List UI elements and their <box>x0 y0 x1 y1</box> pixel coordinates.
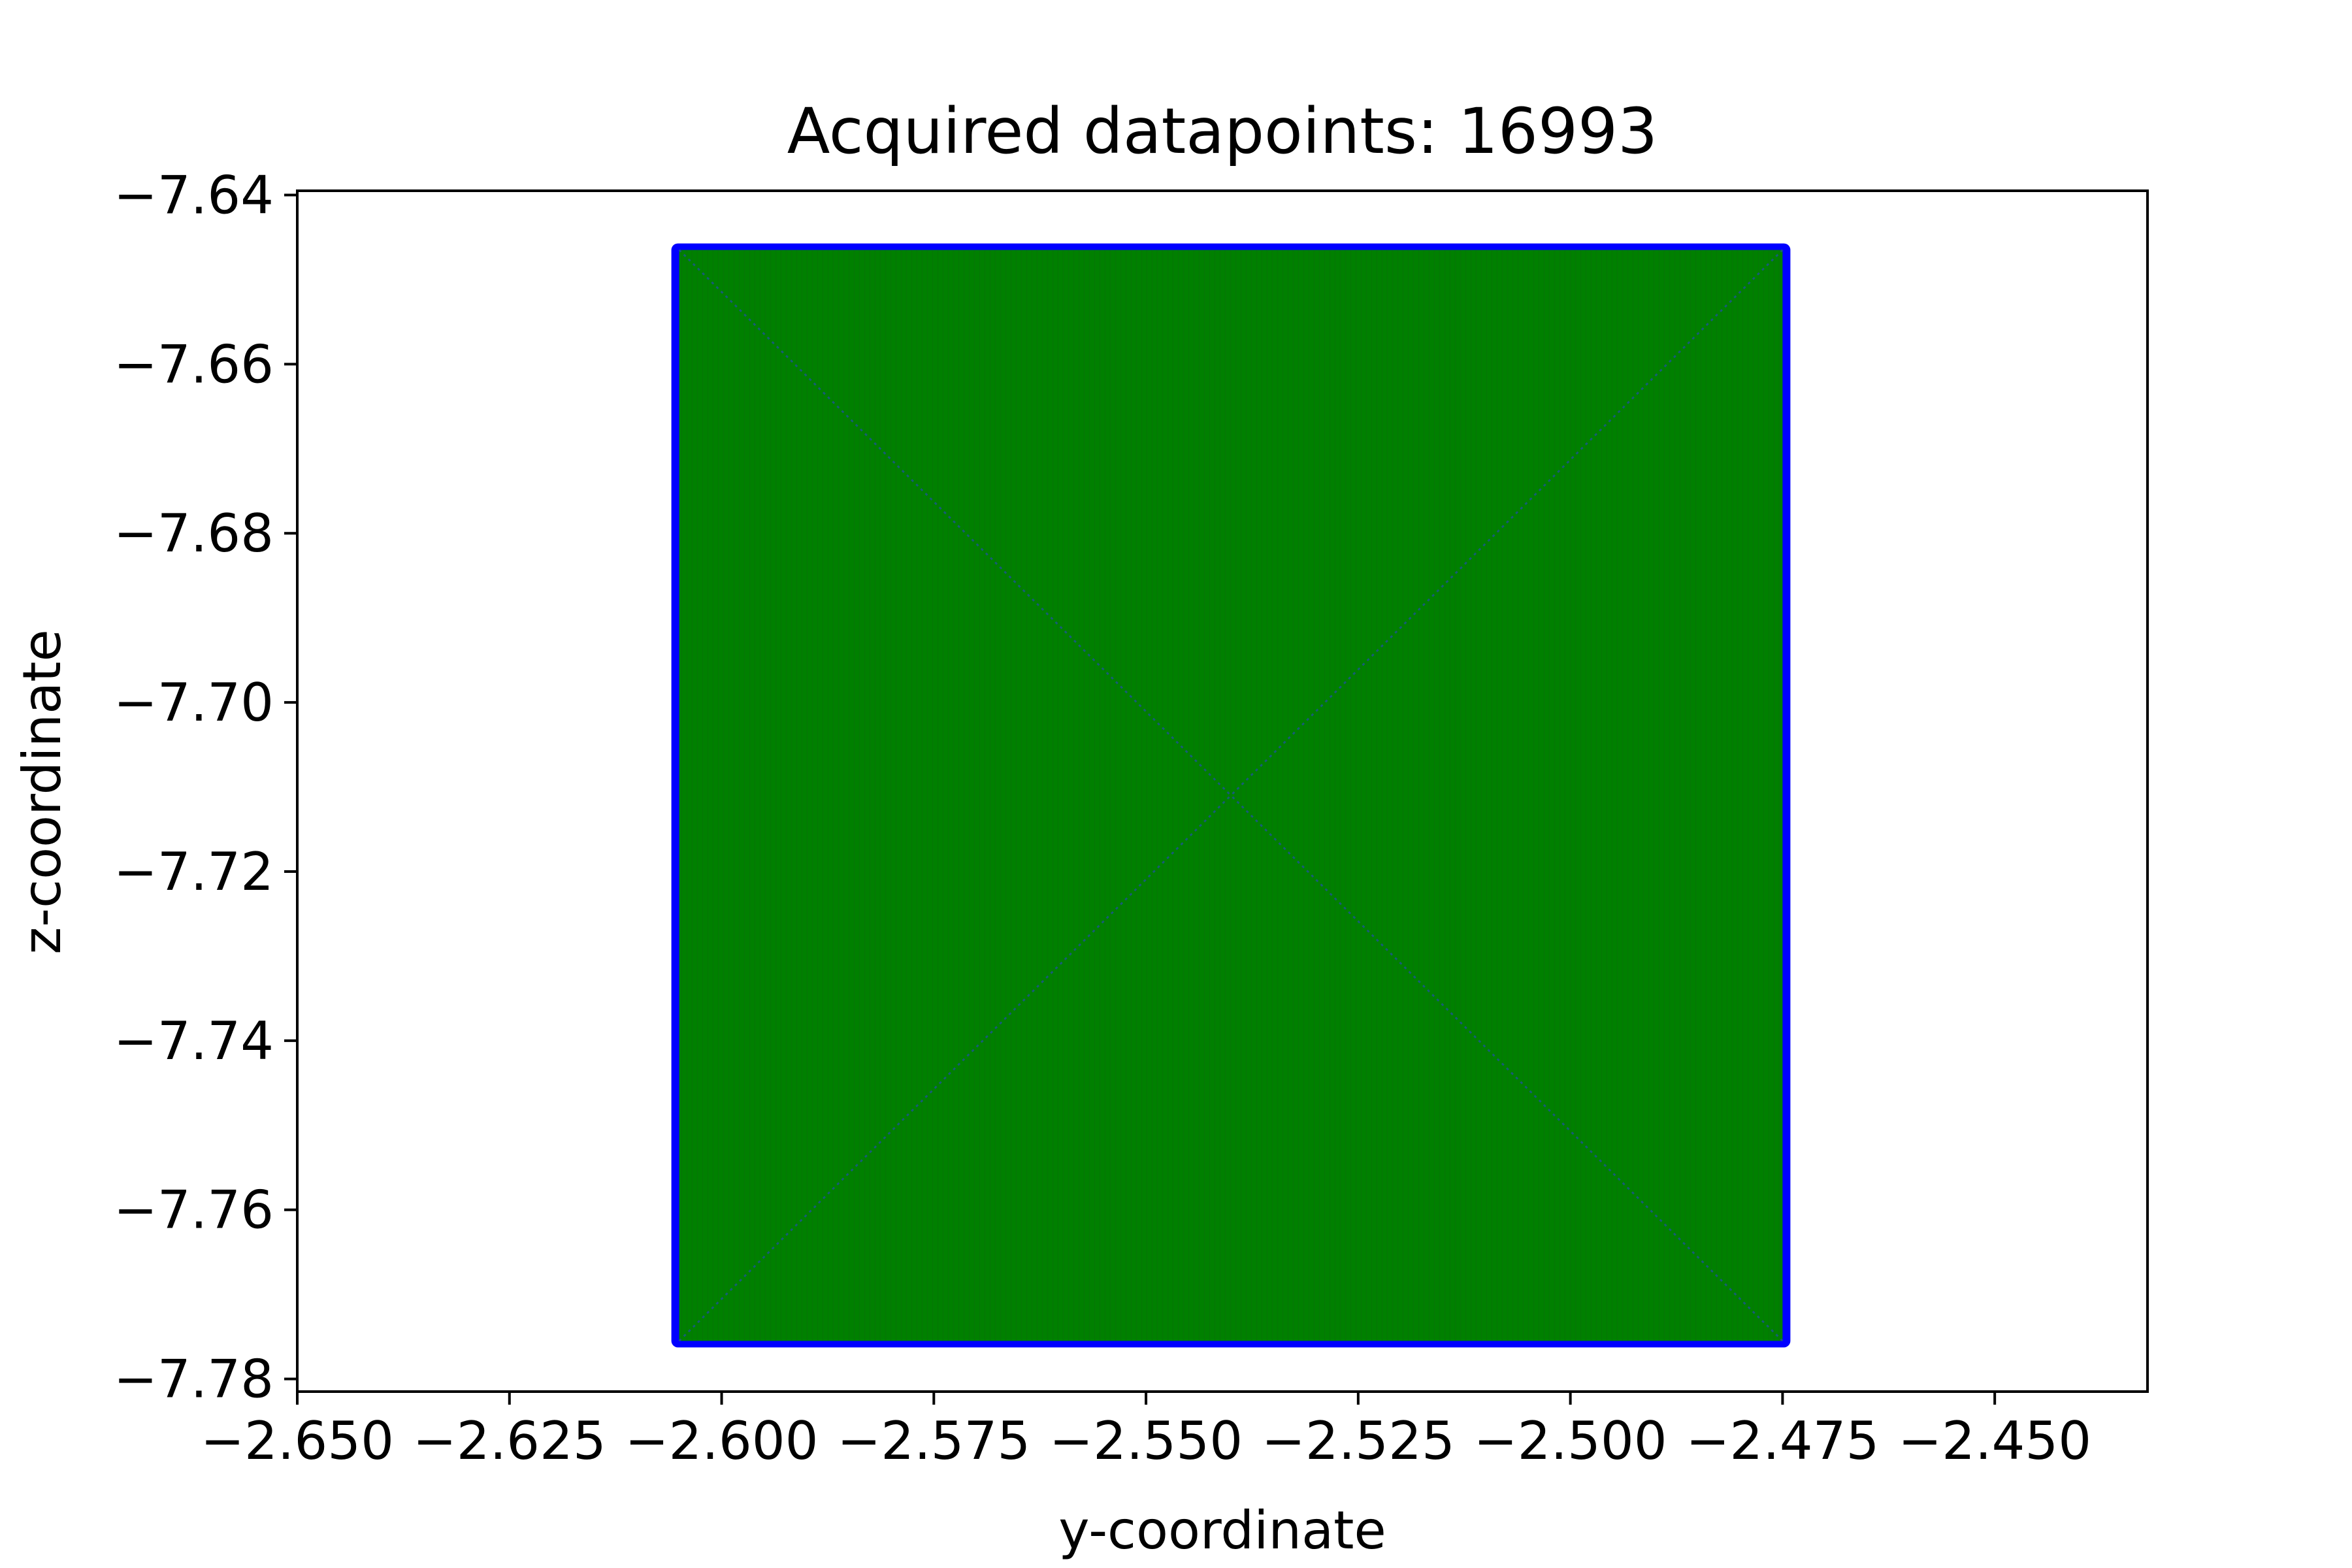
scatter-diagonal <box>1230 249 1784 796</box>
y-tick-label: −7.64 <box>114 165 274 225</box>
y-tick-label: −7.72 <box>114 841 274 902</box>
x-tick-label: −2.600 <box>625 1411 819 1471</box>
y-axis: −7.64 −7.66 −7.68 −7.70 −7.72 −7.74 −7.76 −7.78 <box>114 165 297 1410</box>
plot-area <box>671 243 1791 1348</box>
y-tick-label: −7.78 <box>114 1349 274 1410</box>
scatter-diagonal <box>678 794 1232 1342</box>
x-tick-label: −2.625 <box>413 1411 606 1471</box>
chart-title: Acquired datapoints: 16993 <box>787 95 1658 168</box>
axes-frame <box>296 189 2149 1393</box>
x-tick-label: −2.525 <box>1262 1411 1455 1471</box>
x-tick-label: −2.475 <box>1686 1411 1879 1471</box>
y-tick-label: −7.76 <box>114 1180 274 1241</box>
x-tick-label: −2.650 <box>201 1411 394 1471</box>
x-tick-label: −2.575 <box>837 1411 1030 1471</box>
y-tick-label: −7.74 <box>114 1011 274 1071</box>
y-tick-label: −7.70 <box>114 672 274 733</box>
scatter-diagonal <box>1230 794 1784 1342</box>
x-axis-label: y-coordinate <box>1058 1500 1386 1561</box>
y-tick-label: −7.66 <box>114 334 274 395</box>
x-tick-label: −2.550 <box>1049 1411 1243 1471</box>
scatter-diagonal <box>678 249 1232 796</box>
x-tick-label: −2.500 <box>1474 1411 1667 1471</box>
x-tick-label: −2.450 <box>1898 1411 2091 1471</box>
scatter-point-cloud <box>679 250 1783 1341</box>
y-tick-label: −7.68 <box>114 503 274 564</box>
y-axis-label: z-coordinate <box>12 629 73 955</box>
x-axis: −2.650 −2.625 −2.600 −2.575 −2.550 −2.525 −2.5… <box>201 1392 2091 1471</box>
